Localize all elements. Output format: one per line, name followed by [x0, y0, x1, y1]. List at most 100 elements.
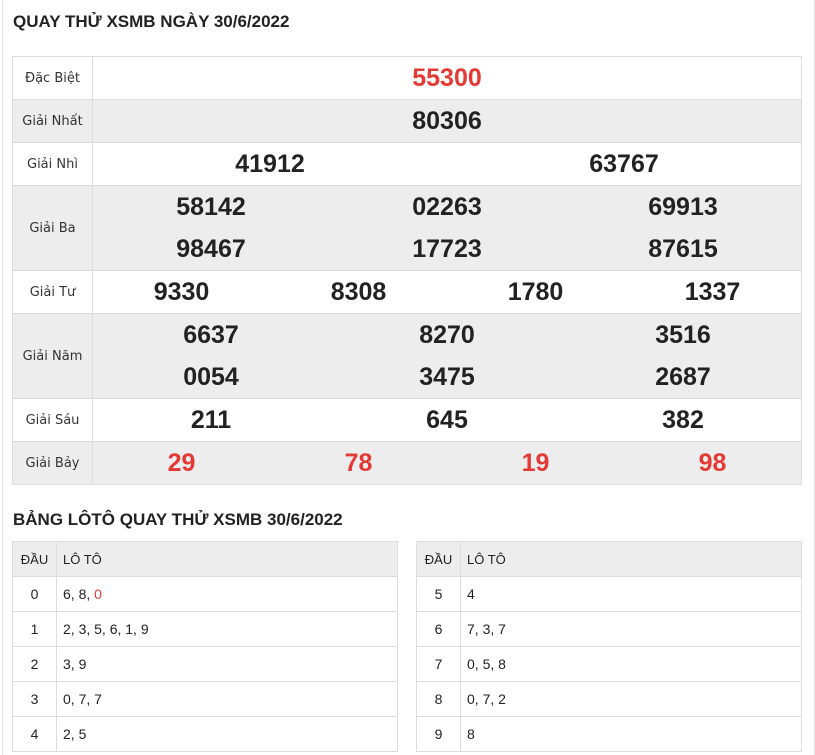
- prize-number: 98467: [176, 234, 246, 263]
- prize-line: 9330 8308 1780 1337: [93, 271, 801, 313]
- prize-number: 1780: [507, 277, 564, 306]
- prize-row: Giải Ba 58142 02263 69913 98467 17723 87615: [12, 185, 802, 271]
- loto-row: 6 7, 3, 7: [416, 611, 802, 647]
- loto-row: 0 6, 8, 0: [12, 576, 398, 612]
- loto-values: 8: [467, 726, 475, 742]
- loto-values: 2, 5: [63, 726, 87, 742]
- prize-line: 211 645 382: [93, 399, 801, 441]
- loto-cell: 6, 8, 0: [56, 576, 398, 612]
- prize-row: Giải Tư 9330 8308 1780 1337: [12, 270, 802, 314]
- prize-number: 17723: [412, 234, 482, 263]
- loto-cell: 4: [460, 576, 802, 612]
- dau-cell: 7: [416, 646, 461, 682]
- prize-number: 9330: [153, 277, 210, 306]
- loto-row: 4 2, 5: [12, 716, 398, 752]
- prize-numbers: 9330 8308 1780 1337: [92, 270, 802, 314]
- loto-row: 1 2, 3, 5, 6, 1, 9: [12, 611, 398, 647]
- loto-values: 0, 5, 8: [467, 656, 506, 672]
- prize-number: 6637: [183, 320, 239, 349]
- prize-numbers: 41912 63767: [92, 142, 802, 186]
- prize-number: 58142: [176, 192, 246, 221]
- loto-title: BẢNG LÔTÔ QUAY THỬ XSMB 30/6/2022: [13, 510, 343, 529]
- prize-number: 382: [662, 405, 704, 434]
- loto-values: 7, 3, 7: [467, 621, 506, 637]
- prize-line: 80306: [93, 100, 801, 142]
- prize-label: Giải Năm: [12, 313, 93, 399]
- prize-numbers: 211 645 382: [92, 398, 802, 442]
- loto-header: LÔ TÔ: [56, 541, 398, 577]
- loto-cell: 0, 5, 8: [460, 646, 802, 682]
- dau-header: ĐẦU: [12, 541, 57, 577]
- prize-row: Giải Sáu 211 645 382: [12, 398, 802, 442]
- prize-number: 3475: [419, 362, 475, 391]
- prize-numbers: 6637 8270 3516 0054 3475 2687: [92, 313, 802, 399]
- loto-cell: 3, 9: [56, 646, 398, 682]
- prize-numbers: 58142 02263 69913 98467 17723 87615: [92, 185, 802, 271]
- loto-cell: 2, 3, 5, 6, 1, 9: [56, 611, 398, 647]
- prize-row: Đặc Biệt 55300: [12, 56, 802, 100]
- loto-values: 0, 7, 7: [63, 691, 102, 707]
- prize-label: Giải Bảy: [12, 441, 93, 485]
- prize-line: 29 78 19 98: [93, 442, 801, 484]
- loto-row: 8 0, 7, 2: [416, 681, 802, 717]
- prize-number: 2687: [655, 362, 711, 391]
- prize-label: Giải Ba: [12, 185, 93, 271]
- loto-header: LÔ TÔ: [460, 541, 802, 577]
- prize-number: 645: [426, 405, 468, 434]
- prize-number: 19: [521, 448, 550, 477]
- prize-number: 8308: [330, 277, 387, 306]
- prize-line: 55300: [93, 57, 801, 99]
- prize-number: 41912: [235, 149, 305, 178]
- dau-cell: 1: [12, 611, 57, 647]
- loto-values: 0, 7, 2: [467, 691, 506, 707]
- prize-row: Giải Bảy 29 78 19 98: [12, 441, 802, 485]
- prize-line: 41912 63767: [93, 143, 801, 185]
- page-title: QUAY THỬ XSMB NGÀY 30/6/2022: [13, 12, 290, 31]
- loto-values: 2, 3, 5, 6, 1, 9: [63, 621, 149, 637]
- prize-number: 69913: [648, 192, 718, 221]
- loto-cell: 0, 7, 7: [56, 681, 398, 717]
- prize-number: 80306: [412, 106, 482, 135]
- prize-number: 78: [344, 448, 373, 477]
- prize-number: 63767: [589, 149, 659, 178]
- prize-number: 3516: [655, 320, 711, 349]
- loto-special-value: 0: [94, 586, 102, 602]
- prize-label: Giải Sáu: [12, 398, 93, 442]
- prize-number: 211: [190, 405, 232, 434]
- prize-number: 55300: [412, 63, 482, 92]
- prize-label: Giải Nhì: [12, 142, 93, 186]
- loto-values: 6, 8,: [63, 586, 95, 602]
- prize-number: 02263: [412, 192, 482, 221]
- prize-numbers: 29 78 19 98: [92, 441, 802, 485]
- loto-values: 4: [467, 586, 475, 602]
- prize-number: 87615: [648, 234, 718, 263]
- loto-header-row: ĐẦU LÔ TÔ: [12, 541, 398, 577]
- prize-row: Giải Nhất 80306: [12, 99, 802, 143]
- loto-row: 2 3, 9: [12, 646, 398, 682]
- prize-line: 0054 3475 2687: [93, 356, 801, 398]
- loto-row: 3 0, 7, 7: [12, 681, 398, 717]
- loto-cell: 0, 7, 2: [460, 681, 802, 717]
- prize-number: 98: [698, 448, 727, 477]
- prize-row: Giải Nhì 41912 63767: [12, 142, 802, 186]
- prize-number: 0054: [183, 362, 239, 391]
- prize-line: 58142 02263 69913: [93, 186, 801, 228]
- prize-number: 29: [167, 448, 196, 477]
- prize-line: 6637 8270 3516: [93, 314, 801, 356]
- prize-label: Giải Nhất: [12, 99, 93, 143]
- dau-header: ĐẦU: [416, 541, 461, 577]
- dau-cell: 0: [12, 576, 57, 612]
- dau-cell: 3: [12, 681, 57, 717]
- loto-values: 3, 9: [63, 656, 87, 672]
- loto-header-row: ĐẦU LÔ TÔ: [416, 541, 802, 577]
- prize-label: Giải Tư: [12, 270, 93, 314]
- loto-cell: 7, 3, 7: [460, 611, 802, 647]
- prize-number: 8270: [419, 320, 475, 349]
- loto-cell: 2, 5: [56, 716, 398, 752]
- loto-row: 7 0, 5, 8: [416, 646, 802, 682]
- prize-line: 98467 17723 87615: [93, 228, 801, 270]
